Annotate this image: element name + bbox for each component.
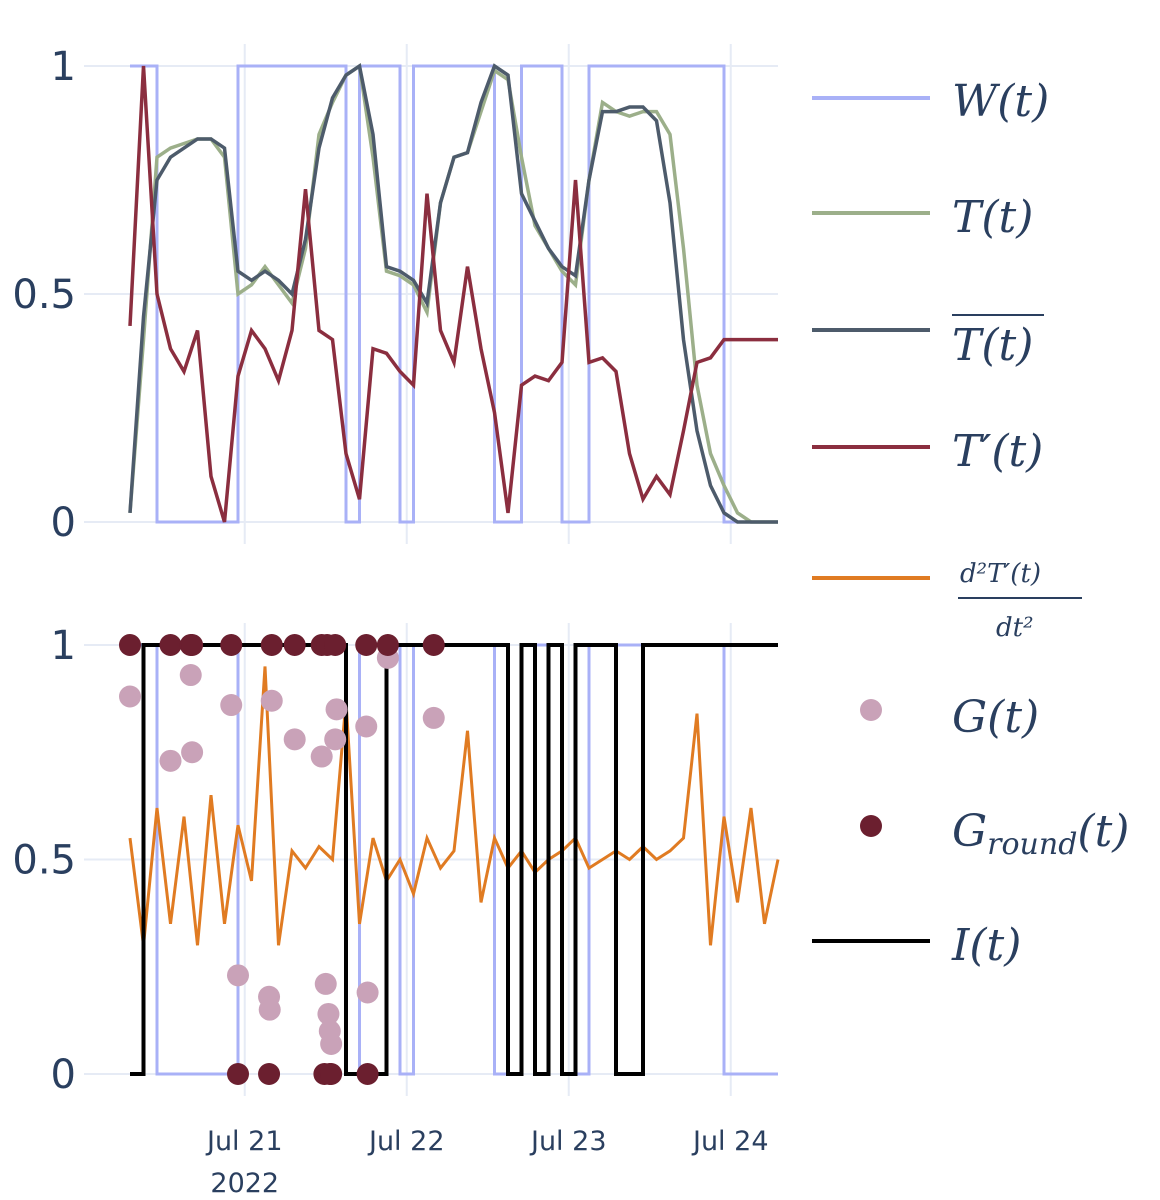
scatter-point-2-6[interactable] [258,1063,281,1085]
legend-label-t: T(t) [952,192,1033,243]
legend-label-i: I(t) [951,920,1021,971]
scatter-point-1-20[interactable] [422,706,445,729]
scatter-point-2-8[interactable] [283,634,306,656]
scatter-point-2-16[interactable] [356,1063,379,1085]
scatter-point-2-3[interactable] [181,634,204,656]
scatter-point-2-15[interactable] [355,634,378,656]
scatter-point-2-0[interactable] [119,634,141,656]
y-tick-label: 0.5 [12,272,76,318]
scatter-point-1-14[interactable] [320,1032,343,1055]
scatter-point-1-10[interactable] [310,745,333,768]
scatter-point-2-5[interactable] [227,1063,249,1085]
legend-label-w: W(t) [952,76,1049,127]
scatter-point-1-5[interactable] [227,964,249,987]
legend-label-d2-num: d²T′(t) [960,559,1041,589]
legend-label-tprime: T′(t) [952,426,1043,477]
legend-item-d2[interactable]: d²T′(t) dt² [812,559,1082,643]
legend-item-ground[interactable]: Ground(t) [860,806,1129,862]
top-panel: 00.51 [12,44,778,546]
scatter-point-1-15[interactable] [324,728,347,751]
legend-label-ground: Ground(t) [952,806,1129,862]
legend-item-t[interactable]: T(t) [812,192,1033,243]
scatter-point-2-1[interactable] [159,634,182,656]
series-line-i [130,643,778,1076]
legend-label-g: G(t) [952,692,1039,743]
legend: W(t) T(t) T(t) T′(t) d²T′(t) dt² G(t) Gr… [812,76,1129,971]
legend-item-i[interactable]: I(t) [812,920,1021,971]
legend-item-w[interactable]: W(t) [812,76,1049,127]
scatter-point-1-17[interactable] [355,715,378,738]
scatter-point-1-0[interactable] [119,685,141,708]
series-line-top-2 [128,63,778,524]
y-tick-label: 0.5 [12,838,76,884]
x-tick-label: Jul 23 [529,1126,607,1157]
scatter-point-2-17[interactable] [376,634,399,656]
scatter-point-1-16[interactable] [325,698,348,721]
scatter-point-1-12[interactable] [317,1002,340,1025]
scatter-point-1-1[interactable] [159,749,182,772]
scatter-point-1-9[interactable] [283,728,306,751]
scatter-point-1-4[interactable] [220,694,243,717]
legend-item-tbar[interactable]: T(t) [812,314,1044,371]
scatter-point-1-7[interactable] [258,998,281,1021]
x-year-label: 2022 [210,1168,279,1199]
legend-label-tbar: T(t) [952,320,1033,371]
y-tick-label: 1 [51,44,76,90]
x-tick-label: Jul 24 [691,1126,769,1157]
scatter-point-1-2[interactable] [179,664,202,687]
series-line-top-0 [130,64,778,524]
scatter-point-2-4[interactable] [220,634,243,656]
scatter-point-2-13[interactable] [320,1063,343,1085]
series-line-d2 [128,666,780,946]
scatter-point-2-18[interactable] [422,634,445,656]
y-tick-label: 0 [51,1052,76,1098]
legend-item-g[interactable]: G(t) [860,692,1039,743]
bottom-panel: 0 0.5 1 Jul 21 Jul 22 Jul 23 Jul 24 2022 [12,623,780,1199]
scatter-point-2-14[interactable] [324,634,347,656]
scatter-point-1-11[interactable] [314,972,337,995]
legend-label-d2-den: dt² [996,613,1034,643]
legend-item-tprime[interactable]: T′(t) [812,426,1043,477]
scatter-point-1-3[interactable] [181,741,204,764]
y-tick-label: 0 [51,500,76,546]
y-tick-label: 1 [51,623,76,669]
scatter-point-1-8[interactable] [260,689,283,712]
series-line-top-3 [128,65,778,523]
x-tick-label: Jul 22 [367,1126,445,1157]
scatter-point-1-18[interactable] [356,981,379,1004]
x-tick-label: Jul 21 [205,1126,283,1157]
scatter-point-2-7[interactable] [260,634,283,656]
